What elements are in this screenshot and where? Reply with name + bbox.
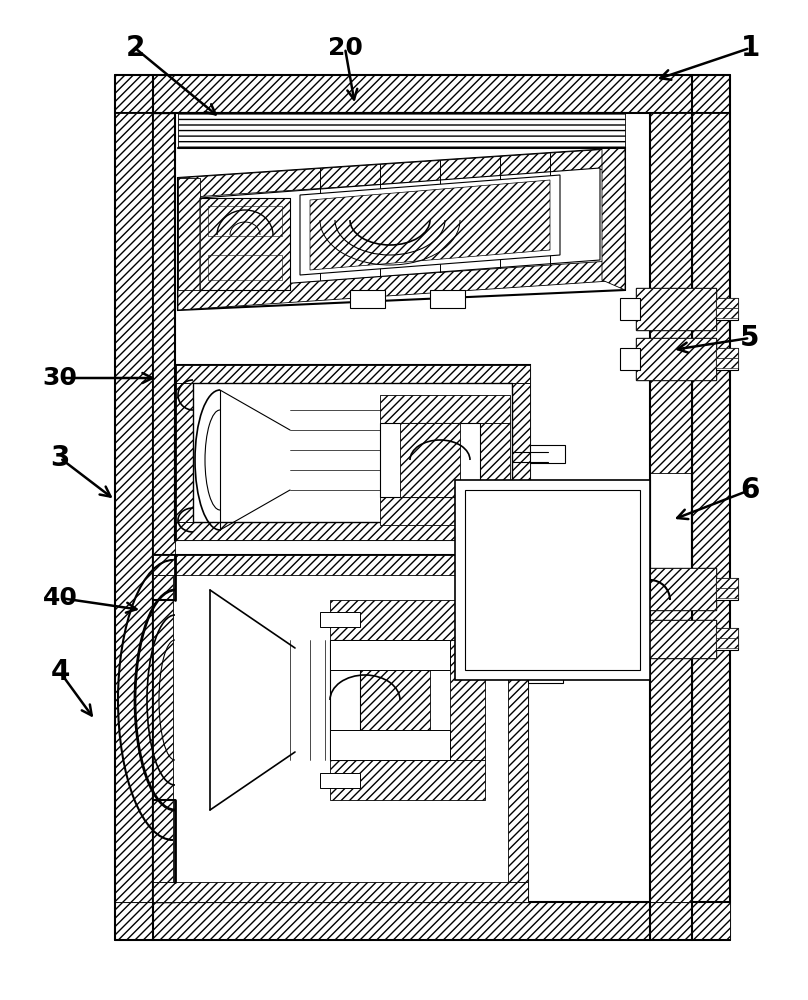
Bar [716,588,738,598]
Bar [465,490,640,670]
Text: 4: 4 [50,658,69,686]
Bar [508,575,528,882]
Text: 1: 1 [740,34,760,62]
Bar [380,423,480,497]
Bar [178,178,200,290]
Bar [716,298,738,308]
Bar [178,113,625,148]
Bar [716,348,738,370]
Bar [153,555,528,575]
Bar [360,640,430,760]
Bar [716,628,738,650]
Bar [153,882,528,902]
Text: 2: 2 [125,34,145,62]
Bar [636,338,716,380]
Text: 3: 3 [50,444,69,472]
Polygon shape [300,175,560,275]
Bar [528,665,563,683]
Bar [330,760,485,800]
Bar [193,383,512,522]
Bar [115,902,730,940]
Bar [153,575,173,882]
Bar [320,773,360,788]
Bar [380,395,510,423]
Bar [620,298,640,320]
Bar [530,445,565,463]
Bar [636,288,716,330]
Polygon shape [178,260,625,310]
Polygon shape [178,148,625,310]
Bar [455,480,650,680]
Bar [636,288,716,330]
Bar [450,640,485,760]
Text: 20: 20 [327,36,363,60]
Bar [350,290,385,308]
Bar [636,568,716,610]
Polygon shape [178,148,625,198]
Bar [330,640,450,670]
Bar [636,620,716,658]
Polygon shape [602,148,625,290]
Bar [636,620,716,658]
Bar [175,365,530,540]
Text: 40: 40 [43,586,78,610]
Bar [153,113,175,902]
Bar [320,612,360,627]
Bar [330,640,360,760]
Bar [330,600,485,640]
Bar [620,578,640,600]
Text: 6: 6 [740,476,760,504]
Bar [175,365,530,383]
Bar [330,730,450,760]
Polygon shape [310,180,550,270]
Bar [716,308,738,318]
Bar [430,290,465,308]
Bar [480,423,510,497]
Bar [650,600,692,902]
Bar [400,423,460,497]
Bar [115,75,730,113]
Text: 30: 30 [43,366,78,390]
Bar [208,255,282,280]
Bar [620,348,640,370]
Bar [716,358,738,368]
Bar [380,497,510,525]
Bar [153,555,528,902]
Text: 5: 5 [740,324,760,352]
Bar [208,206,282,236]
Bar [650,113,692,473]
Bar [692,113,730,940]
Bar [636,338,716,380]
Bar [620,628,640,650]
Bar [636,568,716,610]
Bar [716,578,738,588]
Bar [716,578,738,600]
Bar [716,298,738,320]
Bar [716,628,738,638]
Bar [200,198,290,290]
Bar [115,113,153,902]
Bar [512,383,530,522]
Bar [175,383,193,522]
Bar [175,522,530,540]
Polygon shape [200,168,600,290]
Bar [716,348,738,358]
Bar [716,638,738,648]
